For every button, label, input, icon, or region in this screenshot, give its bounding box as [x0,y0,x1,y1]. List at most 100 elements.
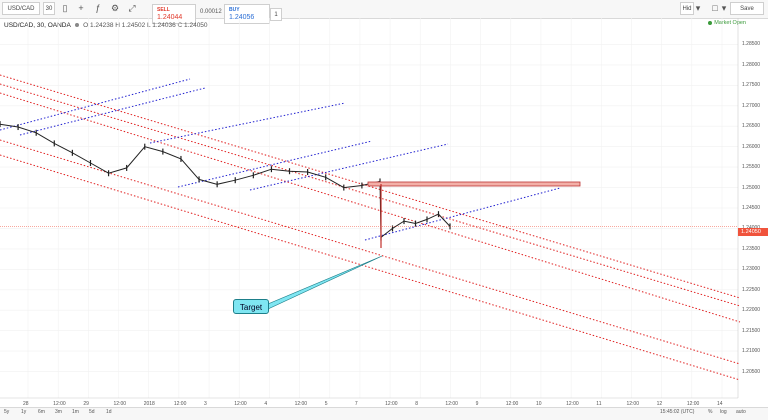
range-button-6m[interactable]: 6m [38,409,45,415]
blue-channel-line [364,187,561,241]
time-tick-label: 12:00 [686,401,700,407]
range-button-1m[interactable]: 1m [72,409,79,415]
auto-toggle[interactable]: auto [736,409,746,415]
time-tick-label: 12 [656,401,663,407]
time-tick-label: 12:00 [626,401,639,407]
time-tick-label: 12:00 [505,401,519,407]
price-tick-label: 1.25000 [742,184,761,191]
time-tick-label: 12:00 [445,401,458,407]
target-annotation[interactable]: Target [233,299,269,314]
price-tick-label: 1.22500 [742,286,761,293]
time-tick-label: 12:00 [385,401,398,407]
market-status-label: Market Open [714,20,746,26]
price-tick-label: 1.21500 [742,327,761,334]
fullscreen-icon[interactable]: ⤢ [128,3,136,13]
legend-ohlc: O 1.24238 H 1.24502 L 1.24036 C 1.24050 [83,22,208,29]
settings-gear-icon[interactable]: ⚙ [110,3,120,13]
log-toggle[interactable]: log [720,409,727,415]
current-price-tag: 1.24050 [738,228,768,236]
red-channel-line [0,154,741,381]
sell-label: SELL [157,7,170,13]
fx-indicators-icon[interactable]: ƒ [95,3,101,13]
range-button-5y[interactable]: 5y [4,409,10,415]
price-tick-label: 1.21000 [742,348,761,355]
time-tick-label: 5 [324,401,328,407]
price-tick-label: 1.28500 [742,41,761,48]
blue-channel-lines [0,78,561,241]
spread-value: 0.00012 [200,9,222,15]
time-tick-label: 11 [596,401,602,407]
time-tick-label: 14 [717,401,723,407]
buy-button[interactable]: BUY 1.24056 [224,4,270,24]
price-tick-label: 1.23500 [742,245,761,252]
range-button-5d[interactable]: 5d [89,409,95,415]
percent-toggle[interactable]: % [708,409,713,415]
price-tick-label: 1.25500 [742,164,761,171]
price-tick-label: 1.26500 [742,123,761,130]
time-tick-label: 2018 [143,401,155,407]
resistance-zone [367,181,581,187]
price-tick-label: 1.27000 [742,102,761,109]
red-channel-line [0,92,741,323]
range-button-1d[interactable]: 1d [106,409,112,415]
time-tick-label: 29 [83,401,89,407]
chevron-down-icon[interactable]: ▾ [721,3,727,13]
time-tick-label: 4 [264,401,268,407]
red-channel-line [0,74,741,299]
sell-button[interactable]: SELL 1.24044 [152,4,196,24]
blue-channel-line [19,87,206,136]
price-tick-label: 1.24500 [742,205,761,211]
bottom-toolbar [0,407,768,420]
chart-grid [0,18,738,398]
hide-select[interactable]: Hid [680,2,694,15]
market-status: Market Open [708,20,746,26]
target-callout-pointer [267,255,383,310]
bar-style-icon[interactable]: ▯ [62,3,68,13]
legend-title: USD/CAD, 30, OANDA [4,22,71,29]
price-tick-label: 1.20500 [742,368,761,375]
sell-price: 1.24044 [157,14,183,21]
chart-legend: USD/CAD, 30, OANDA O 1.24238 H 1.24502 L… [4,22,208,29]
clock: 15:45:02 (UTC) [660,409,695,415]
red-channel-lines [0,74,741,381]
range-button-3m[interactable]: 3m [55,409,62,415]
time-tick-label: 12:00 [294,401,308,407]
price-series-line [0,123,451,239]
buy-label: BUY [229,7,240,13]
time-tick-label: 9 [475,401,479,407]
time-tick-label: 8 [415,401,419,407]
compare-icon[interactable]: + [78,3,84,13]
price-tick-label: 1.22000 [742,307,761,314]
chevron-down-icon[interactable]: ▾ [695,3,701,13]
time-tick-label: 28 [23,401,29,407]
time-tick-label: 12:00 [566,401,579,407]
quantity-field[interactable]: 1 [270,8,282,21]
time-tick-label: 12:00 [234,401,247,407]
red-channel-line [0,83,741,307]
save-button[interactable]: Save [730,2,764,15]
market-open-dot-icon [708,20,713,25]
time-tick-label: 12:00 [113,401,127,407]
time-tick-label: 7 [354,401,358,407]
blue-channel-line [249,143,449,191]
range-button-1y[interactable]: 1y [21,409,27,415]
buy-price: 1.24056 [229,14,255,21]
interval-selector[interactable]: 30 [43,2,55,15]
blue-channel-line [177,140,373,188]
blue-channel-line [0,78,191,131]
time-tick-label: 12:00 [173,401,187,407]
layout-icon[interactable]: □ [712,3,718,13]
time-tick-label: 12:00 [53,401,66,407]
symbol-search[interactable]: USD/CAD [2,2,40,15]
candles [0,121,451,241]
price-tick-label: 1.27500 [742,82,761,89]
time-tick-label: 3 [204,401,207,407]
price-tick-label: 1.23000 [742,266,761,273]
red-channel-line [0,139,741,365]
blue-channel-line [149,102,346,144]
time-tick-label: 10 [535,401,542,407]
price-tick-label: 1.26000 [742,143,761,150]
price-tick-label: 1.28000 [742,61,761,68]
status-dot-icon [75,23,80,28]
